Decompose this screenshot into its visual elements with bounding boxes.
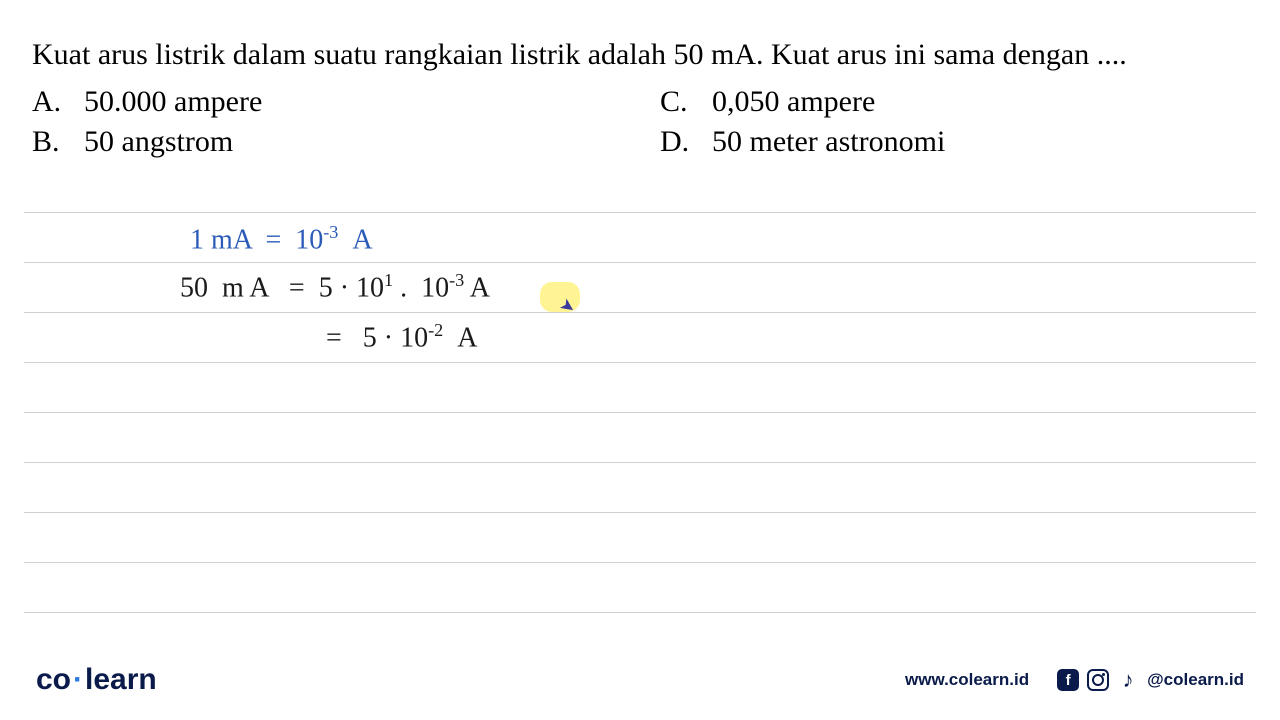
- option-c: C. 0,050 ampere: [660, 85, 1248, 119]
- handwriting-line-2: 50 m A = 5 · 101 . 10-3 A: [180, 270, 490, 304]
- option-c-letter: C.: [660, 85, 696, 119]
- footer-right: www.colearn.id f ♪ @colearn.id: [905, 669, 1244, 691]
- instagram-icon: [1087, 669, 1109, 691]
- ruled-paper-area: 1 mA = 10-3 A 50 m A = 5 · 101 . 10-3 A …: [0, 210, 1280, 640]
- handwriting-line-1: 1 mA = 10-3 A: [190, 222, 373, 256]
- rule-line: [24, 512, 1256, 513]
- option-a-text: 50.000 ampere: [84, 85, 262, 119]
- rule-line: [24, 312, 1256, 313]
- option-b: B. 50 angstrom: [32, 125, 620, 159]
- logo-dot: ·: [71, 663, 85, 696]
- option-a-letter: A.: [32, 85, 68, 119]
- option-d-text: 50 meter astronomi: [712, 125, 945, 159]
- rule-line: [24, 362, 1256, 363]
- logo-post: learn: [85, 663, 157, 696]
- website-url: www.colearn.id: [905, 670, 1029, 690]
- footer: co·learn www.colearn.id f ♪ @colearn.id: [0, 640, 1280, 720]
- option-c-text: 0,050 ampere: [712, 85, 875, 119]
- rule-line: [24, 612, 1256, 613]
- options-grid: A. 50.000 ampere C. 0,050 ampere B. 50 a…: [32, 85, 1248, 159]
- tiktok-icon: ♪: [1117, 669, 1139, 691]
- rule-line: [24, 562, 1256, 563]
- option-d-letter: D.: [660, 125, 696, 159]
- logo-pre: co: [36, 663, 71, 696]
- handwriting-line-3: = 5 · 10-2 A: [326, 320, 478, 354]
- rule-line: [24, 212, 1256, 213]
- rule-line: [24, 262, 1256, 263]
- option-a: A. 50.000 ampere: [32, 85, 620, 119]
- social-handle: @colearn.id: [1147, 670, 1244, 690]
- social-icons: f ♪ @colearn.id: [1057, 669, 1244, 691]
- option-b-text: 50 angstrom: [84, 125, 233, 159]
- facebook-icon: f: [1057, 669, 1079, 691]
- rule-line: [24, 412, 1256, 413]
- question-text: Kuat arus listrik dalam suatu rangkaian …: [32, 32, 1248, 77]
- logo: co·learn: [36, 663, 157, 697]
- option-b-letter: B.: [32, 125, 68, 159]
- option-d: D. 50 meter astronomi: [660, 125, 1248, 159]
- rule-line: [24, 462, 1256, 463]
